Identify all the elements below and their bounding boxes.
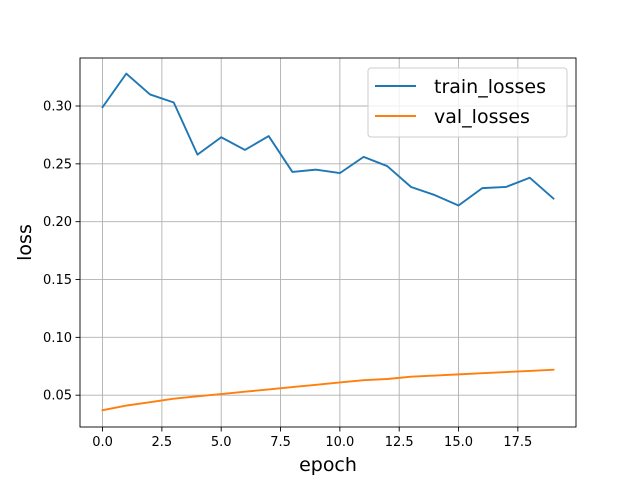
y-tick-label: 0.05 [43,389,72,404]
legend-box [367,67,568,138]
y-tick-label: 0.15 [43,273,72,288]
plot-frame [79,57,577,428]
series-line-val-losses [101,368,555,412]
x-tick-label: 10.0 [325,435,354,450]
x-tick-label: 15.0 [444,435,473,450]
y-tick-label: 0.10 [43,331,72,346]
y-axis-title: loss [14,224,36,261]
y-tick-label: 0.20 [43,215,72,230]
legend-label: val_losses [434,106,530,128]
x-tick-label: 12.5 [385,435,414,450]
series-line-train-losses [101,72,555,207]
x-tick-label: 0.0 [92,435,113,450]
series-lines [101,72,555,412]
x-tick-label: 17.5 [503,435,532,450]
x-tick-label: 2.5 [152,435,173,450]
legend: train_losses val_losses [367,67,568,138]
ticks: 0.0 2.5 5.0 7.5 10.0 12.5 15.0 17.5 0.05 0.10 0.15… [43,100,532,450]
x-axis-title: epoch [299,454,357,476]
x-tick-label: 5.0 [211,435,232,450]
y-tick-label: 0.30 [43,100,72,115]
x-tick-label: 7.5 [270,435,291,450]
legend-label: train_losses [434,76,546,98]
y-tick-label: 0.25 [43,157,72,172]
